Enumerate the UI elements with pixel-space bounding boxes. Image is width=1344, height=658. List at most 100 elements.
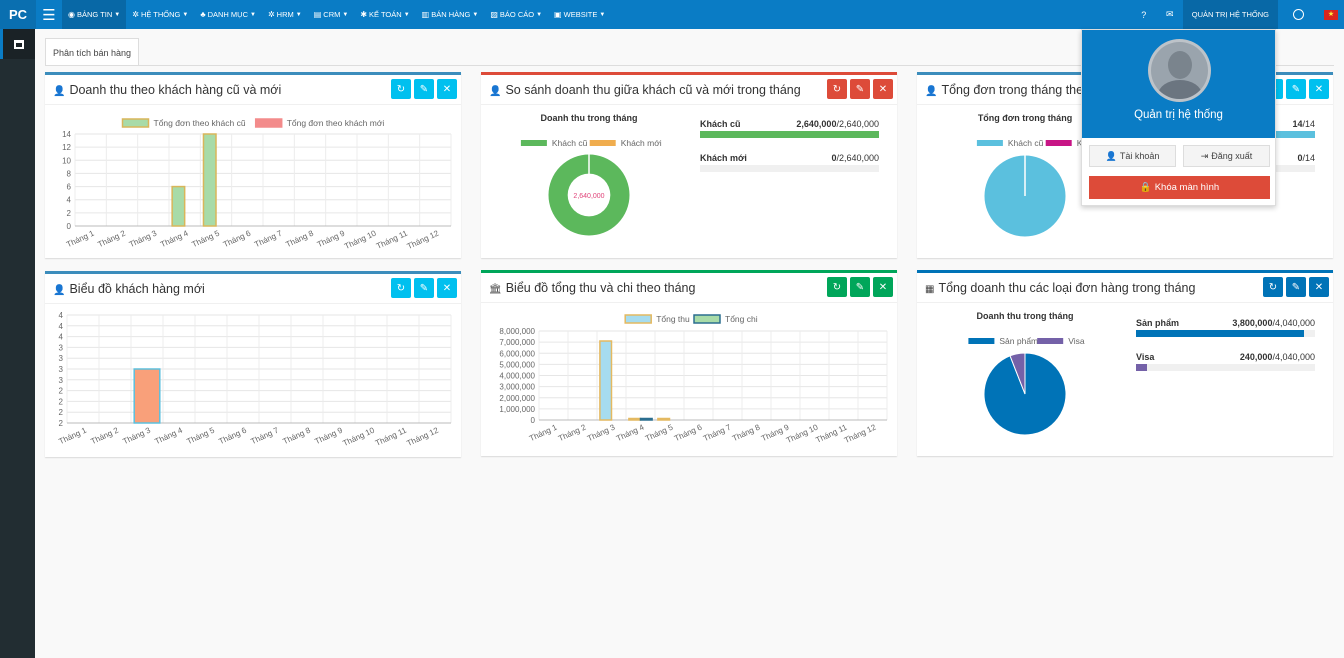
- x-tick-label: Tháng 11: [814, 422, 848, 444]
- menu-item-7[interactable]: ▥ Bán hàng ▼: [416, 0, 485, 29]
- x-tick-label: Tháng 9: [313, 425, 344, 446]
- y-tick-label: 3: [59, 376, 64, 385]
- y-tick-label: 2: [67, 209, 72, 218]
- close-button[interactable]: ✕: [437, 278, 457, 298]
- menu-item-1[interactable]: ◉ Bảng tin ▼: [62, 0, 127, 29]
- menu-label: CRM: [323, 10, 341, 19]
- progress-total: /14: [1302, 119, 1315, 129]
- lock-screen-button[interactable]: 🔒 Khóa màn hình: [1089, 176, 1270, 199]
- y-tick-label: 4: [59, 322, 64, 331]
- x-tick-label: Tháng 8: [284, 228, 315, 249]
- refresh-button[interactable]: ↻: [827, 277, 847, 297]
- language-button[interactable]: ★: [1318, 0, 1344, 29]
- settings-button[interactable]: ✎: [414, 79, 434, 99]
- x-tick-label: Tháng 11: [375, 228, 409, 250]
- menu-item-8[interactable]: ▨ Báo cáo ▼: [484, 0, 548, 29]
- bar: [639, 417, 653, 421]
- donut-center-label: 2,640,000: [573, 193, 604, 200]
- legend-label: Khách mới: [621, 138, 662, 148]
- chart-title: Doanh thu trong tháng: [977, 311, 1074, 321]
- menu-item-3[interactable]: ♣ Danh mục ▼: [194, 0, 262, 29]
- messages-button[interactable]: ✉: [1157, 0, 1183, 29]
- y-tick-label: 4: [67, 196, 72, 205]
- close-button[interactable]: ✕: [873, 79, 893, 99]
- close-button[interactable]: ✕: [873, 277, 893, 297]
- close-button[interactable]: ✕: [437, 79, 457, 99]
- logout-button[interactable]: ⇥ Đăng xuất: [1183, 145, 1270, 167]
- close-icon: ✕: [442, 83, 452, 95]
- progress-value: 14: [1292, 119, 1303, 129]
- x-tick-label: Tháng 7: [249, 425, 280, 446]
- settings-button[interactable]: ✎: [1286, 277, 1306, 297]
- progress-label: Khách mới: [700, 153, 747, 163]
- brand-logo[interactable]: PC: [0, 0, 36, 29]
- user-name: Quản trị hệ thống: [1134, 109, 1223, 121]
- x-tick-label: Tháng 4: [615, 422, 646, 443]
- caret-down-icon: ▼: [342, 11, 349, 18]
- caret-down-icon: ▼: [472, 11, 479, 18]
- y-tick-label: 2: [59, 408, 64, 417]
- box-title: Doanh thu theo khách hàng cũ và mới: [69, 82, 282, 97]
- settings-button[interactable]: ✎: [850, 277, 870, 297]
- help-button[interactable]: ?: [1131, 0, 1157, 29]
- menu-item-9[interactable]: ▣ Website ▼: [548, 0, 611, 29]
- top-navbar: PC ☰ ◉ Bảng tin ▼ ✲ Hệ thống ▼ ♣ Danh mục ▼ ✲ HRM ▼…: [0, 0, 1344, 29]
- tab-sales-analysis[interactable]: Phân tích bán hàng: [45, 38, 140, 66]
- settings-button[interactable]: ✎: [414, 278, 434, 298]
- refresh-button[interactable]: ↻: [391, 278, 411, 298]
- bar: [628, 417, 642, 421]
- menu-item-6[interactable]: ✱ Kế toán ▼: [354, 0, 415, 29]
- question-icon: ?: [1141, 9, 1147, 20]
- y-tick-label: 3: [59, 354, 64, 363]
- user-icon: 👤: [925, 85, 938, 97]
- x-tick-label: Tháng 2: [96, 228, 127, 249]
- refresh-button[interactable]: ↻: [1263, 277, 1283, 297]
- settings-button[interactable]: ✎: [1286, 79, 1306, 99]
- bar-chart-icon: ▨: [490, 10, 498, 19]
- menu-item-4[interactable]: ✲ HRM ▼: [262, 0, 308, 29]
- account-button[interactable]: 👤 Tài khoản: [1089, 145, 1176, 167]
- close-button[interactable]: ✕: [1309, 79, 1329, 99]
- x-tick-label: Tháng 8: [731, 422, 762, 443]
- progress-old-customer: Khách cũ 2,640,000/2,640,000: [700, 119, 879, 138]
- progress-label: Khách cũ: [700, 119, 741, 129]
- settings-button[interactable]: ✎: [850, 79, 870, 99]
- refresh-button[interactable]: ↻: [391, 79, 411, 99]
- wrench-icon: ✎: [1291, 281, 1301, 293]
- progress-value: 0: [1297, 153, 1303, 163]
- x-tick-label: Tháng 3: [121, 425, 152, 446]
- x-tick-label: Tháng 10: [343, 228, 378, 251]
- y-tick-label: 8,000,000: [499, 327, 535, 336]
- x-tick-label: Tháng 12: [843, 422, 878, 445]
- close-button[interactable]: ✕: [1309, 277, 1329, 297]
- progress-total: /2,640,000: [836, 153, 879, 163]
- donut-hole: [567, 173, 611, 217]
- x-tick-label: Tháng 10: [341, 425, 376, 448]
- menu-item-2[interactable]: ✲ Hệ thống ▼: [126, 0, 194, 29]
- vietnam-flag-icon: ★: [1324, 9, 1338, 20]
- sidebar-toggle-button[interactable]: ☰: [36, 0, 62, 29]
- sitemap-icon: ♣: [200, 10, 206, 19]
- x-tick-label: Tháng 5: [644, 422, 675, 443]
- top-right-controls: ? ✉ Quản trị hệ thống ★: [1131, 0, 1344, 29]
- x-tick-label: Tháng 8: [281, 425, 312, 446]
- legend-label: Visa: [1068, 336, 1085, 346]
- progress-total: /14: [1302, 153, 1315, 163]
- menu-item-5[interactable]: ▤ CRM ▼: [308, 0, 355, 29]
- refresh-button[interactable]: ↻: [827, 79, 847, 99]
- user-menu-button[interactable]: Quản trị hệ thống: [1182, 0, 1278, 29]
- box-compare-revenue: 👤 So sánh doanh thu giữa khách cũ và mới …: [481, 72, 897, 258]
- y-tick-label: 7,000,000: [499, 338, 535, 347]
- legend-swatch: [1045, 140, 1072, 146]
- user-avatar-button[interactable]: [1278, 0, 1318, 29]
- sidebar-item-dashboard[interactable]: [0, 29, 35, 59]
- wrench-icon: ✎: [855, 281, 865, 293]
- tab-divider: [45, 65, 1334, 66]
- y-tick-label: 6,000,000: [499, 349, 535, 358]
- y-tick-label: 0: [531, 416, 536, 425]
- x-tick-label: Tháng 7: [702, 422, 733, 443]
- x-tick-label: Tháng 5: [185, 425, 216, 446]
- user-avatar-large: [1148, 39, 1211, 102]
- refresh-icon: ↻: [396, 83, 406, 95]
